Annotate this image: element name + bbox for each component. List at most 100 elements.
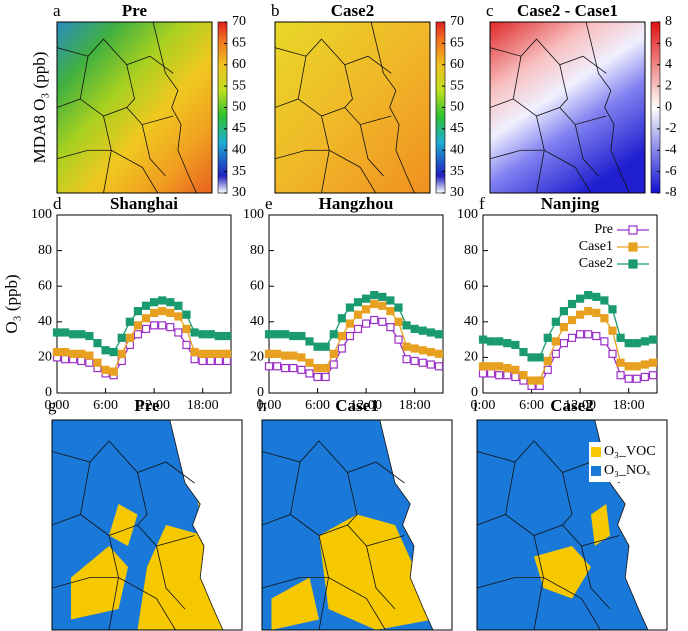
marker [222, 331, 232, 341]
marker [370, 315, 379, 325]
marker [69, 349, 78, 358]
border [490, 149, 592, 193]
marker [264, 330, 274, 339]
marker [321, 372, 330, 382]
colorbar-tick-label: 0 [665, 100, 672, 115]
marker [402, 321, 411, 330]
coastline [379, 420, 434, 630]
map-frame [261, 419, 453, 631]
marker [166, 323, 175, 332]
marker [329, 360, 338, 369]
marker [370, 299, 379, 309]
marker [503, 363, 512, 373]
map [262, 420, 452, 630]
colorbar-tick-label: 35 [232, 164, 246, 179]
marker [640, 360, 649, 369]
marker [297, 365, 306, 374]
marker [297, 331, 306, 341]
marker [584, 291, 593, 300]
marker [85, 331, 94, 341]
coastline [585, 22, 630, 193]
marker [418, 346, 427, 355]
map-field [57, 22, 212, 193]
marker [567, 299, 577, 309]
marker [77, 330, 86, 339]
marker [190, 328, 199, 337]
border [477, 514, 620, 547]
x-tick-label: 6:00 [305, 398, 330, 413]
marker [337, 314, 346, 323]
border [581, 545, 611, 610]
marker [378, 301, 387, 310]
colorbar-tick-label: 2 [665, 78, 672, 93]
colorbar-tick-label: 30 [232, 185, 246, 200]
marker [567, 333, 577, 342]
x-tick-label: 18:00 [613, 398, 645, 413]
marker [616, 333, 625, 342]
border [79, 56, 89, 100]
marker [214, 356, 223, 366]
colorbar-tick-label: 55 [232, 78, 246, 93]
marker [345, 303, 355, 312]
marker [133, 307, 143, 316]
plot-frame [268, 214, 444, 394]
marker [77, 349, 86, 358]
map [275, 22, 430, 193]
marker [410, 324, 419, 334]
panel-label: h [258, 396, 267, 415]
panel-label: e [265, 194, 273, 213]
marker [289, 363, 298, 373]
marker [150, 308, 159, 317]
marker [150, 298, 159, 307]
legend-box [589, 442, 665, 482]
marker [321, 342, 330, 351]
marker [378, 292, 387, 301]
marker [117, 333, 126, 342]
marker [519, 347, 528, 357]
marker [345, 319, 355, 328]
marker [264, 362, 274, 371]
marker [535, 353, 544, 362]
marker [93, 358, 102, 367]
marker [632, 339, 641, 348]
marker [486, 369, 496, 378]
marker [434, 330, 444, 339]
colorbar-tick-label: 50 [232, 100, 246, 115]
marker [109, 367, 118, 376]
marker [576, 294, 585, 303]
legend-label: Case2 [579, 256, 613, 271]
marker [503, 339, 512, 348]
map-region [534, 546, 591, 599]
legend-swatch [591, 466, 601, 476]
marker [206, 330, 215, 339]
border [344, 64, 353, 108]
panel-title: Case2 [550, 396, 593, 415]
marker [206, 356, 215, 366]
marker [133, 321, 143, 330]
marker [190, 347, 199, 357]
coastline [169, 420, 224, 630]
marker [190, 355, 199, 364]
marker [600, 314, 609, 323]
border [141, 124, 166, 177]
marker [559, 339, 569, 348]
marker [289, 351, 298, 360]
marker [551, 349, 560, 358]
map-frame [56, 21, 213, 194]
marker [198, 330, 207, 339]
marker [576, 330, 585, 339]
colorbar-tick-label: 60 [232, 57, 246, 72]
marker [543, 333, 552, 342]
marker [166, 308, 175, 317]
marker [648, 335, 658, 344]
marker [478, 369, 488, 378]
marker [313, 372, 322, 382]
border [359, 124, 384, 177]
marker [321, 363, 330, 373]
border [297, 56, 307, 100]
legend-marker [628, 242, 638, 252]
y-tick-label: 100 [31, 207, 52, 222]
border [559, 64, 568, 108]
marker [410, 356, 419, 366]
